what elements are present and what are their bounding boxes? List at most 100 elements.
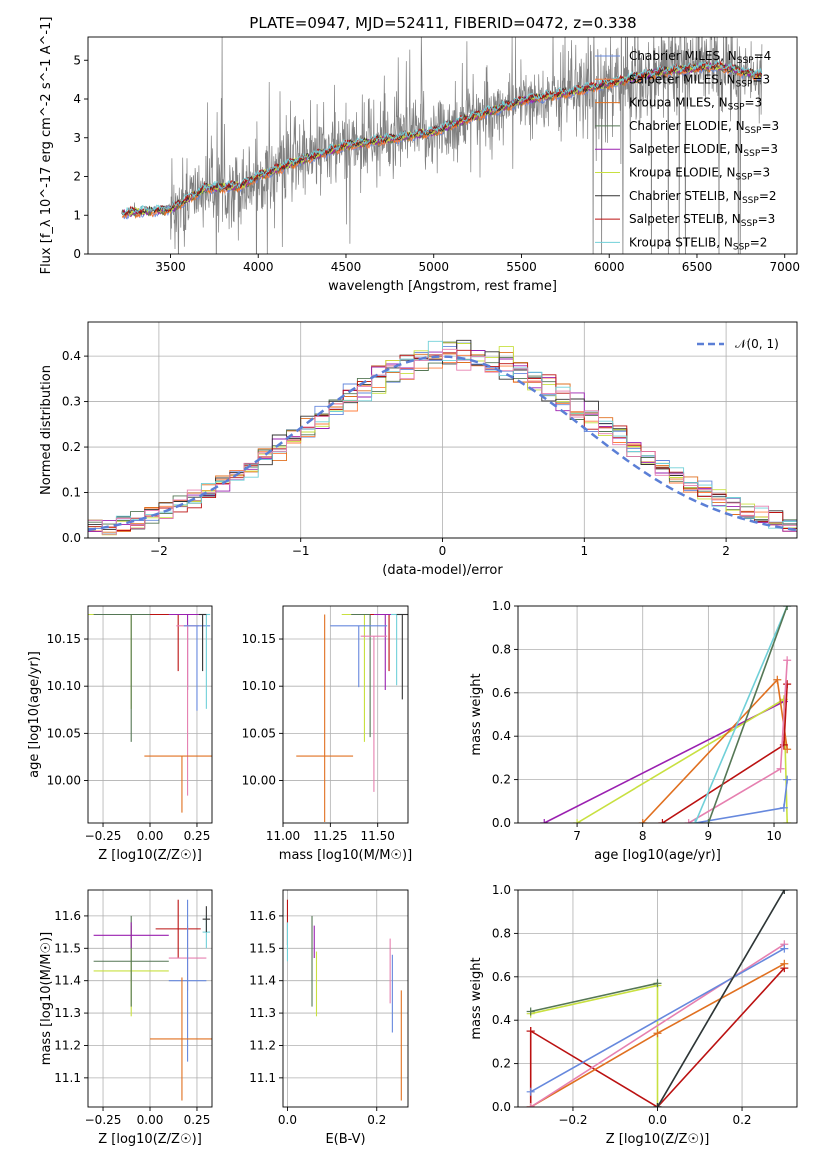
y-tick-label: 0.4	[62, 349, 81, 363]
weight-line	[530, 982, 658, 1013]
model-spectrum-line	[121, 59, 763, 215]
weight-marker	[638, 819, 647, 823]
spectrum-axes: 3500 4000 4500 5000 5500 6000 6500 7000 0 1 2 3 4 5 wa…	[39, 17, 800, 294]
x-tick-label: 10	[766, 829, 781, 843]
grid	[518, 605, 797, 824]
weight-marker	[783, 775, 792, 784]
age-vs-z-axes: −0.25 0.00 0.25 10.00 10.05 10.10 10.15 Z [log1…	[27, 605, 213, 863]
axes-frame	[87, 605, 213, 824]
y-tick-label: 10.05	[242, 726, 276, 740]
axes-frame	[87, 889, 213, 1108]
errorbar-point	[202, 613, 211, 709]
weight-line	[642, 678, 788, 823]
y-tick-label: 11.2	[249, 1038, 276, 1052]
weight-marker	[783, 606, 792, 610]
weight-line	[707, 606, 788, 823]
axes-frame	[517, 889, 798, 1108]
weight-line	[694, 606, 788, 823]
weight-marker	[780, 890, 789, 894]
x-axis-label: E(B-V)	[325, 1132, 365, 1147]
y-tick-label: 11.1	[249, 1071, 276, 1085]
y-tick-label: 0.6	[492, 970, 511, 984]
weight-marker	[540, 819, 549, 823]
y-tick-label: 0.4	[492, 729, 511, 743]
y-tick-label: 0.2	[492, 1057, 511, 1071]
x-axis-label: Z [log10(Z/Z☉)]	[606, 1132, 710, 1147]
y-tick-label: 10.00	[242, 774, 276, 788]
errorbar-point	[341, 613, 388, 742]
y-tick-label: 0.2	[492, 773, 511, 787]
y-tick-label: 0.6	[492, 686, 511, 700]
x-tick-label: 0.0	[648, 1113, 667, 1127]
weight-line	[530, 943, 785, 1107]
legend-label: Kroupa ELODIE, NSSP=3	[629, 166, 770, 183]
errorbar-point	[168, 899, 207, 1062]
normal-reference-curve	[88, 355, 797, 532]
x-tick-label: 0.00	[137, 829, 164, 843]
plot-area	[88, 613, 212, 813]
y-tick-label: 0.0	[492, 816, 511, 830]
weight-line	[543, 700, 785, 823]
x-tick-label: 4500	[331, 260, 362, 274]
y-tick-label: 10.15	[242, 632, 276, 646]
axes-frame	[87, 36, 798, 255]
errorbar-point	[150, 613, 207, 672]
y-axis-label: mass weight	[469, 957, 484, 1039]
errorbar-point	[176, 625, 199, 796]
legend-label: Kroupa STELIB, NSSP=2	[629, 235, 767, 252]
y-tick-label: 0.0	[62, 531, 81, 545]
legend-label: Chabrier STELIB, NSSP=2	[629, 189, 777, 206]
y-tick-label: 11.6	[54, 909, 81, 923]
x-axis-label: Z [log10(Z/Z☉)]	[98, 848, 202, 863]
weight-line	[656, 890, 785, 1107]
legend-label: 𝒩(0, 1)	[735, 337, 779, 351]
axes-frame	[282, 605, 409, 824]
y-tick-label: 11.3	[249, 1006, 276, 1020]
figure-title: PLATE=0947, MJD=52411, FIBERID=0472, z=0…	[249, 14, 636, 32]
x-axis-label: wavelength [Angstrom, rest frame]	[328, 279, 557, 294]
y-axis-label: Flux [f_λ 10^-17 erg cm^-2 s^-1 A^-1]	[39, 17, 54, 275]
weight-marker	[779, 740, 788, 749]
grid	[88, 890, 212, 1107]
weight-marker	[653, 979, 662, 988]
legend-label: Chabrier ELODIE, NSSP=3	[629, 119, 779, 136]
weight-vs-z-axes: −0.2 0.0 0.2 0.0 0.2 0.4 0.6 0.8 1.0 Z [log10(Z/Z…	[469, 883, 798, 1147]
weight-marker	[658, 819, 667, 823]
grid	[283, 890, 408, 1107]
legend-label: Kroupa MILES, NSSP=3	[629, 96, 762, 113]
y-tick-label: 3	[73, 131, 81, 145]
y-tick-label: 10.00	[47, 774, 81, 788]
weight-marker	[776, 764, 785, 773]
weight-line	[530, 984, 659, 1107]
legend-label: Salpeter ELODIE, NSSP=3	[629, 142, 778, 159]
weight-marker	[573, 819, 582, 823]
y-axis-label: age [log10(age/yr)]	[27, 651, 42, 778]
y-tick-label: 0.4	[492, 1013, 511, 1027]
x-tick-label: 9	[705, 829, 713, 843]
axes-frame	[282, 889, 409, 1108]
x-tick-label: 3500	[155, 260, 186, 274]
y-tick-label: 11.6	[249, 909, 276, 923]
weight-line	[530, 947, 785, 1093]
weight-marker	[704, 819, 713, 823]
y-tick-label: 11.4	[54, 974, 81, 988]
x-tick-label: 0.0	[278, 1113, 297, 1127]
plot-area	[121, 37, 763, 254]
x-axis-label: age [log10(age/yr)]	[594, 848, 721, 863]
x-tick-label: 0.2	[367, 1113, 386, 1127]
errorbar-point	[198, 613, 207, 672]
axes-frame	[517, 605, 798, 824]
x-tick-label: 6000	[594, 260, 625, 274]
residual-histogram	[88, 348, 797, 535]
weight-marker	[783, 745, 792, 754]
y-tick-label: 11.1	[54, 1071, 81, 1085]
legend-label: Salpeter MILES, NSSP=3	[629, 72, 770, 89]
y-tick-label: 11.5	[249, 941, 276, 955]
x-tick-label: 2	[722, 544, 730, 558]
errorbar-point	[351, 613, 390, 738]
y-tick-label: 0.0	[492, 1100, 511, 1114]
weight-marker	[684, 819, 693, 823]
y-tick-label: 0.3	[62, 395, 81, 409]
y-tick-label: 11.2	[54, 1038, 81, 1052]
